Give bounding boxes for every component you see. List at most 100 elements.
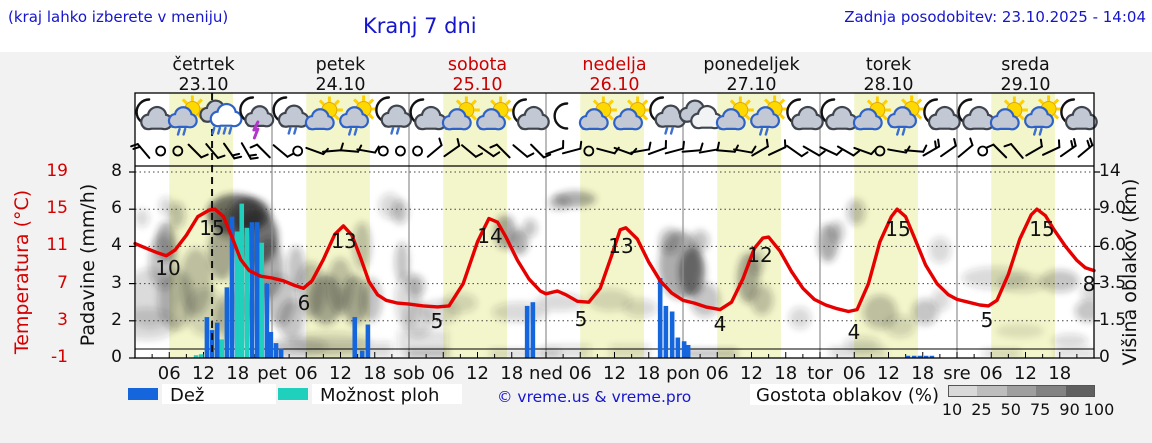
x-axis-label: 06: [979, 363, 1003, 384]
svg-text:14: 14: [477, 224, 502, 248]
svg-text:5: 5: [981, 308, 994, 332]
wind-barb-icon: [477, 144, 501, 158]
x-axis-label: ned: [529, 363, 563, 384]
moon-cloud-icon: [820, 98, 859, 131]
page-title: Kranj 7 dni: [363, 14, 477, 38]
plot-border: [134, 92, 1095, 359]
day-header-date: 27.10: [726, 75, 777, 95]
temperature-curve: [133, 207, 1096, 314]
svg-text:5: 5: [431, 309, 444, 333]
svg-text:4: 4: [714, 312, 727, 336]
wind-barb-icon: [647, 139, 667, 156]
density-scale-segment: [977, 385, 1007, 397]
x-axis-label: pet: [257, 363, 287, 384]
precipitation-tick-label: 3: [111, 272, 122, 293]
rain-legend-swatch: [128, 388, 158, 400]
wind-barb-icon: [249, 143, 271, 159]
menu-hint-text: (kraj lahko izberete v meniju): [8, 8, 229, 26]
precipitation-bars: [193, 203, 935, 358]
cloud-height-tick-label: 9.0: [1099, 198, 1127, 219]
day-header-name: sobota: [447, 55, 508, 75]
moon-cloud-icon: [957, 98, 996, 131]
cloud-height-tick-label: 3.5: [1099, 272, 1127, 293]
day-header-name: ponedeljek: [703, 55, 800, 75]
sun-cloud-icon: [441, 96, 480, 131]
wind-barb-icon: [443, 138, 461, 158]
temperature-tick-label: 15: [46, 198, 68, 219]
calm-wind-icon: [377, 145, 389, 157]
temperature-tick-label: 11: [46, 235, 68, 256]
svg-text:15: 15: [1029, 217, 1054, 241]
day-header-date: 24.10: [315, 75, 366, 95]
sun-cloud-rain-icon: [339, 95, 378, 136]
x-axis-label: 18: [1048, 363, 1072, 384]
sun-cloud-rain-icon: [1024, 95, 1063, 136]
showers-legend-box: [312, 384, 462, 404]
cloud-height-tick-label: 0: [1099, 347, 1110, 367]
density-tick-label: 90: [1059, 400, 1080, 419]
x-axis-label: 12: [466, 363, 489, 384]
x-axis-label: 12: [603, 363, 626, 384]
temperature-tick-label: 19: [46, 161, 68, 181]
sun-cloud-rain-icon: [887, 95, 926, 136]
sun-cloud-rain-icon: [750, 95, 789, 136]
x-axis-label: 18: [363, 363, 387, 384]
day-header-date: 26.10: [589, 75, 640, 95]
showers-legend-swatch: [278, 388, 308, 400]
wind-barb-icon: [922, 138, 941, 157]
wind-barb-icon: [272, 144, 295, 158]
cloud-height-tick-label: 1.5: [1099, 309, 1127, 330]
density-scale-segment: [1036, 385, 1066, 397]
day-header-date: 25.10: [452, 75, 503, 95]
x-axis-label: 06: [431, 363, 455, 384]
wind-barb-icon: [836, 145, 860, 157]
precipitation-tick-label: 2: [111, 309, 122, 330]
sun-cloud-icon: [304, 96, 343, 131]
sun-cloud-icon: [715, 96, 754, 131]
sun-cloud-icon: [476, 96, 515, 131]
svg-text:13: 13: [608, 234, 633, 258]
last-update-text: Zadnja posodobitev: 23.10.2025 - 14:04: [844, 8, 1146, 26]
day-header-name: petek: [315, 55, 366, 75]
copyright-link[interactable]: © vreme.us & vreme.pro: [497, 388, 692, 406]
calm-wind-icon: [155, 145, 167, 157]
wind-barb-icon: [321, 142, 344, 153]
svg-text:4: 4: [848, 320, 861, 344]
wind-barb-icon: [785, 144, 809, 158]
calm-wind-icon: [874, 145, 886, 157]
precipitation-tick-label: 8: [111, 161, 122, 181]
moon-cloud-icon: [923, 98, 961, 131]
wind-barb-icon: [751, 138, 769, 157]
x-axis-label: pon: [666, 363, 700, 384]
wind-barb-icon: [819, 146, 843, 156]
density-scale-segment: [1065, 385, 1095, 397]
density-scale-border: [948, 385, 1095, 397]
calm-wind-icon: [412, 145, 423, 157]
x-axis-label: 18: [226, 363, 250, 384]
wind-barbs-row: [130, 137, 1094, 160]
moon-cloud-icon: [786, 98, 824, 131]
density-scale-segment: [1006, 385, 1037, 397]
wind-barb-icon: [1042, 139, 1061, 156]
wind-barb-icon: [187, 143, 209, 159]
moon-icon: [553, 102, 569, 130]
x-axis-label: tor: [807, 363, 833, 384]
svg-text:6: 6: [298, 291, 311, 315]
x-axis-label: 12: [877, 363, 900, 384]
sun-cloud-icon: [613, 96, 652, 131]
density-tick-label: 50: [1000, 400, 1021, 419]
wind-barb-icon: [561, 140, 583, 155]
x-axis-label: 06: [842, 363, 866, 384]
x-axis-label: 18: [500, 363, 524, 384]
x-axis-label: 06: [705, 363, 729, 384]
wind-barb-icon: [205, 143, 226, 159]
density-tick-label: 75: [1030, 400, 1051, 419]
day-header-date: 23.10: [178, 75, 229, 95]
wind-barb-icon: [426, 137, 443, 158]
x-axis-label: 06: [568, 363, 592, 384]
calm-wind-icon: [977, 145, 989, 157]
cloud-height-tick-label: 14: [1099, 161, 1121, 181]
wind-barb-icon: [733, 145, 757, 154]
